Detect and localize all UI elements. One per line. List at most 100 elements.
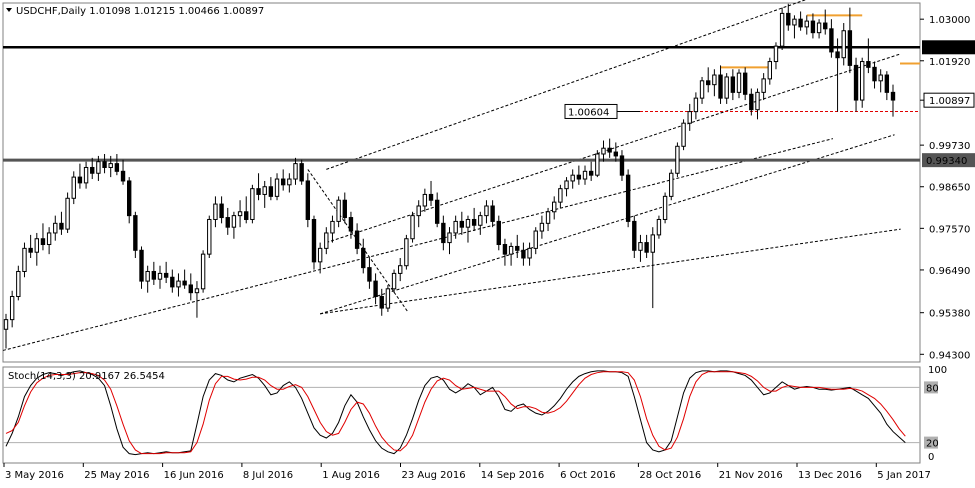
candle-body-down <box>798 18 803 28</box>
candle <box>478 211 483 235</box>
candle <box>317 242 323 274</box>
candle <box>108 155 113 178</box>
candle-body-up <box>638 242 643 251</box>
candle <box>441 215 446 251</box>
candle-body-up <box>860 61 865 101</box>
candle-body-up <box>16 270 21 298</box>
candle <box>293 157 298 185</box>
candle <box>287 173 292 193</box>
candle-body-up <box>157 272 163 280</box>
candle <box>65 192 70 233</box>
time-tick-label: 13 Dec 2016 <box>798 470 862 481</box>
candle <box>373 273 378 305</box>
candle-body-down <box>40 238 46 246</box>
candle <box>453 215 458 239</box>
candle <box>459 211 465 235</box>
trendline-2 <box>319 134 895 315</box>
candle-body-up <box>779 12 785 47</box>
time-tick-label: 8 Jul 2016 <box>243 470 293 481</box>
candle <box>379 288 384 316</box>
candle <box>650 227 655 309</box>
candle <box>157 265 163 289</box>
candle <box>34 232 39 266</box>
candle <box>638 234 643 262</box>
candle-body-up <box>53 222 58 234</box>
level-tag-label: 0.99340 <box>926 156 967 167</box>
price-tick-label: 1.03000 <box>929 15 970 26</box>
candle <box>496 215 501 251</box>
candle-body-up <box>816 22 822 34</box>
time-tick-label: 28 Oct 2016 <box>639 470 701 481</box>
candle-body-down <box>428 193 434 201</box>
candle-body-down <box>810 20 816 34</box>
candle <box>188 273 193 301</box>
candle-body-up <box>262 186 267 195</box>
candle-body-up <box>484 205 489 217</box>
candle-body-up <box>878 74 883 82</box>
candle-body-up <box>108 163 113 168</box>
candle <box>853 57 859 112</box>
candle-body-up <box>200 253 206 290</box>
level-tag-box <box>922 153 975 168</box>
candle-body-down <box>28 247 33 253</box>
candle <box>133 211 138 258</box>
candle-body-down <box>114 163 120 172</box>
candle <box>841 23 846 66</box>
candle-body-down <box>120 170 126 182</box>
candle-body-down <box>170 276 175 288</box>
candle <box>53 215 58 241</box>
candle-body-up <box>570 174 575 182</box>
candle-body-down <box>490 205 495 222</box>
candle-body-up <box>336 199 341 222</box>
stoch-level-tag-box <box>924 436 938 449</box>
candle <box>102 153 107 174</box>
candle-body-up <box>669 172 674 197</box>
candle-body-down <box>133 215 138 251</box>
price-tick-label: 0.94300 <box>929 350 970 361</box>
candle-body-down <box>496 220 501 246</box>
candle <box>767 57 772 85</box>
candle <box>601 140 606 162</box>
candle <box>200 250 206 293</box>
candle-body-down <box>342 199 347 219</box>
candle-body-up <box>176 280 181 288</box>
candle <box>336 196 341 228</box>
candle <box>878 69 883 93</box>
candle-body-down <box>866 61 871 68</box>
candle-body-down <box>102 161 107 168</box>
candle <box>416 200 421 228</box>
candle <box>361 238 366 274</box>
candle <box>398 257 403 282</box>
time-tick-label: 16 Jun 2016 <box>164 470 224 481</box>
candle-body-up <box>237 211 243 217</box>
candle <box>816 19 822 39</box>
candle <box>625 169 631 228</box>
candle-body-down <box>379 296 384 309</box>
candle <box>675 142 680 178</box>
stoch-label: Stoch(14,3,3) 20.9167 26.5454 <box>8 371 165 382</box>
trendline-3 <box>320 228 901 315</box>
candle-body-up <box>385 288 391 309</box>
candle-body-down <box>90 166 95 174</box>
candle-body-down <box>613 151 619 157</box>
candle-body-down <box>59 222 64 230</box>
time-tick-label: 21 Nov 2016 <box>719 470 783 481</box>
candle <box>471 207 477 232</box>
candle-body-up <box>595 153 600 176</box>
candle <box>582 165 588 185</box>
candle-body-up <box>558 188 563 203</box>
candle-body-down <box>872 66 877 82</box>
candle-body-up <box>767 61 772 80</box>
candle <box>145 265 150 293</box>
candle <box>706 67 711 93</box>
candle <box>792 15 797 39</box>
candle-body-down <box>471 218 477 226</box>
price-tick-label: 1.01920 <box>929 57 970 68</box>
candle <box>22 242 27 278</box>
candle-body-up <box>287 178 292 186</box>
candle <box>139 246 144 289</box>
candle-body-up <box>675 145 680 174</box>
candle-body-down <box>459 220 465 228</box>
candle <box>742 67 748 101</box>
candle-body-up <box>324 232 329 249</box>
